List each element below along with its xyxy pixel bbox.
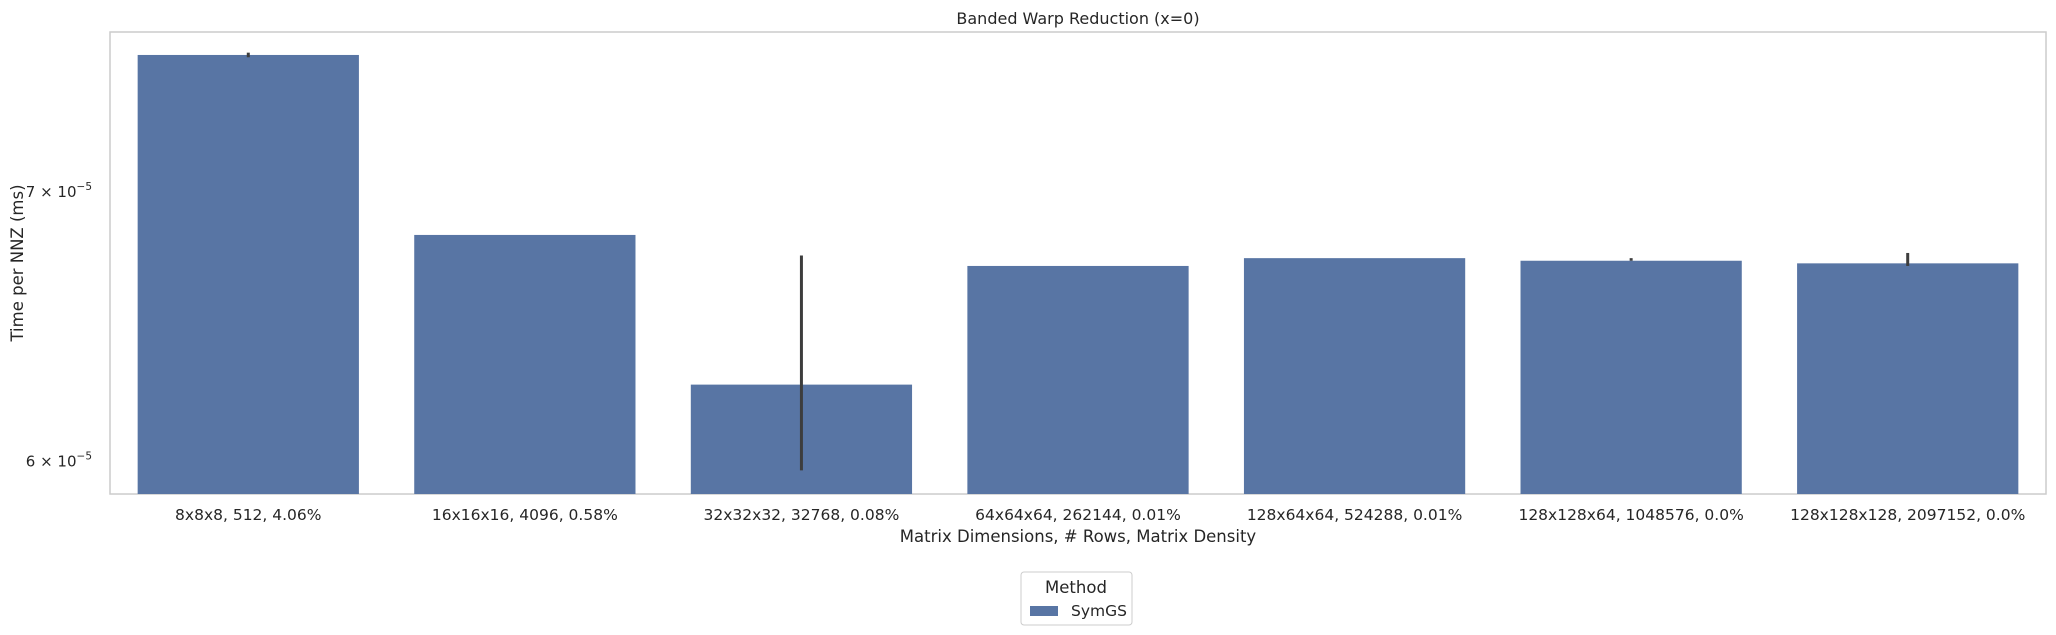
- bars-group: [137, 54, 2019, 494]
- x-tick-label-0: 8x8x8, 512, 4.06%: [175, 506, 321, 524]
- bar-5: [1520, 260, 1742, 494]
- error-bars-group: [246, 52, 1910, 471]
- legend: Method SymGS: [1020, 571, 1133, 626]
- x-tick-label-5: 128x128x64, 1048576, 0.0%: [1518, 506, 1743, 524]
- bar-6: [1797, 263, 2019, 494]
- chart-title: Banded Warp Reduction (x=0): [956, 9, 1199, 28]
- y-tick-label-0: 6 × 10−5: [26, 451, 92, 471]
- bar-0: [137, 54, 359, 494]
- bar-4: [1243, 258, 1466, 494]
- legend-label-symgs: SymGS: [1071, 602, 1127, 620]
- bar-1: [414, 234, 636, 494]
- legend-swatch-symgs: [1030, 606, 1058, 616]
- legend-title: Method: [1045, 578, 1107, 597]
- x-axis-label: Matrix Dimensions, # Rows, Matrix Densit…: [900, 527, 1257, 546]
- y-tick-label-1: 7 × 10−5: [26, 181, 92, 201]
- y-axis-label: Time per NNZ (ms): [8, 184, 27, 342]
- x-tick-label-2: 32x32x32, 32768, 0.08%: [704, 506, 900, 524]
- x-tick-label-4: 128x64x64, 524288, 0.01%: [1247, 506, 1463, 524]
- y-axis-ticks: 6 × 10−5 7 × 10−5: [26, 181, 92, 471]
- x-tick-label-6: 128x128x128, 2097152, 0.0%: [1790, 506, 2025, 524]
- x-tick-label-3: 64x64x64, 262144, 0.01%: [975, 506, 1181, 524]
- x-axis-ticks: 8x8x8, 512, 4.06% 16x16x16, 4096, 0.58% 32…: [175, 506, 2025, 524]
- x-tick-label-1: 16x16x16, 4096, 0.58%: [432, 506, 618, 524]
- bar-3: [967, 265, 1189, 494]
